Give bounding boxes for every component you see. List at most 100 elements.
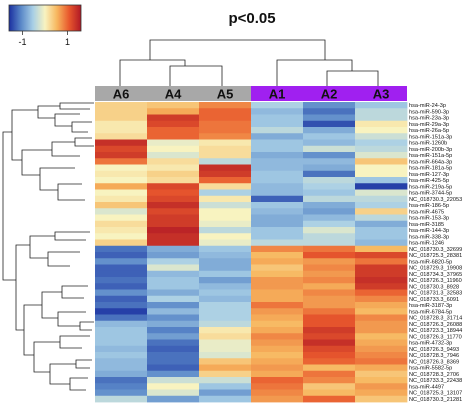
- heatmap-cell: [355, 158, 408, 165]
- heatmap-cell: [355, 270, 408, 278]
- row-label: NC_018726.3_11960: [409, 278, 462, 284]
- heatmap-cell: [251, 339, 304, 347]
- heatmap-cell: [147, 239, 200, 247]
- row-label: NC_018728.3_7946: [409, 353, 459, 359]
- heatmap-cell: [355, 289, 408, 297]
- heatmap-cell: [95, 339, 148, 347]
- heatmap-cell: [251, 389, 304, 397]
- heatmap-cell: [147, 377, 200, 384]
- heatmap-cell: [251, 158, 304, 165]
- heatmap-cell: [95, 333, 148, 340]
- heatmap-cell: [147, 220, 200, 228]
- row-label: hsa-miR-1260b: [409, 141, 447, 147]
- heatmap-cell: [95, 277, 148, 284]
- heatmap-cell: [95, 345, 148, 353]
- heatmap-cell: [303, 383, 356, 390]
- heatmap-cell: [303, 183, 356, 190]
- heatmap-cell: [303, 195, 356, 203]
- heatmap-cell: [95, 120, 148, 128]
- column-label: A3: [373, 87, 390, 102]
- row-label: NC_018733.3_22438: [409, 378, 462, 384]
- heatmap-cell: [95, 164, 148, 172]
- heatmap-cell: [303, 152, 356, 159]
- heatmap-cell: [199, 320, 252, 328]
- row-label: hsa-miR-151a-3p: [409, 134, 452, 140]
- heatmap-cell: [251, 195, 304, 203]
- column-dendrogram-right-inner: [326, 70, 379, 86]
- heatmap-cell: [95, 239, 148, 247]
- heatmap-cell: [303, 214, 356, 222]
- heatmap-cell: [303, 258, 356, 265]
- heatmap-cell: [251, 208, 304, 215]
- heatmap-cell: [199, 170, 252, 178]
- heatmap-cell: [199, 383, 252, 390]
- heatmap-cell: [251, 170, 304, 178]
- heatmap-cell: [199, 152, 252, 159]
- heatmap-cell: [95, 170, 148, 178]
- heatmap-cell: [251, 233, 304, 240]
- heatmap-cell: [303, 227, 356, 234]
- heatmap-cell: [251, 289, 304, 297]
- heatmap-cell: [199, 139, 252, 147]
- heatmap-cell: [251, 127, 304, 134]
- heatmap-cell: [251, 358, 304, 365]
- heatmap-cell: [147, 289, 200, 297]
- heatmap-cell: [251, 183, 304, 190]
- heatmap-cell: [303, 277, 356, 284]
- row-label: hsa-miR-4732-3p: [409, 341, 452, 347]
- heatmap-cell: [95, 258, 148, 265]
- heatmap-cell: [147, 302, 200, 309]
- row-label: hsa-miR-144-3p: [409, 228, 449, 234]
- heatmap-cell: [303, 302, 356, 309]
- row-label: hsa-miR-6784-5p: [409, 309, 452, 315]
- column-group-bar: [95, 86, 251, 101]
- heatmap-cell: [303, 283, 356, 290]
- heatmap-cell: [147, 364, 200, 372]
- heatmap-cell: [147, 227, 200, 234]
- heatmap-cell: [355, 208, 408, 215]
- heatmap-cell: [355, 195, 408, 203]
- color-key: -1 1: [8, 4, 82, 47]
- heatmap-cell: [355, 383, 408, 390]
- heatmap-cell: [303, 233, 356, 240]
- heatmap-cell: [147, 114, 200, 122]
- row-dendrogram-upper-leaves: [37, 102, 94, 157]
- row-label: NC_018730.3_22053: [409, 197, 462, 203]
- heatmap-cell: [147, 127, 200, 134]
- heatmap-cell: [199, 208, 252, 215]
- heatmap-cell: [303, 352, 356, 359]
- column-label: A1: [269, 87, 286, 102]
- heatmap-cell: [303, 358, 356, 365]
- heatmap-cell: [199, 183, 252, 190]
- heatmap-cell: [147, 370, 200, 378]
- heatmap-cell: [303, 339, 356, 347]
- heatmap-cell: [199, 295, 252, 303]
- heatmap-cell: [303, 120, 356, 128]
- heatmap-cell: [251, 202, 304, 209]
- row-label: hsa-miR-4497: [409, 384, 444, 390]
- row-label: NC_018730.3_32699: [409, 247, 462, 253]
- heatmap-cell: [251, 283, 304, 290]
- heatmap-cell: [199, 258, 252, 265]
- heatmap-cell: [147, 308, 200, 315]
- heatmap-cell: [95, 389, 148, 397]
- row-label: NC_018725.3_13107: [409, 391, 462, 397]
- heatmap-cell: [95, 233, 148, 240]
- heatmap-cell: [303, 208, 356, 215]
- heatmap-cell: [147, 358, 200, 365]
- heatmap-cell: [251, 308, 304, 315]
- heatmap-cell: [251, 189, 304, 197]
- row-label: hsa-miR-151a-5p: [409, 153, 452, 159]
- heatmap-cell: [95, 270, 148, 278]
- column-label: A5: [217, 87, 234, 102]
- row-label: hsa-miR-26a-5p: [409, 128, 449, 134]
- row-label: NC_018726.3_26088: [409, 322, 462, 328]
- heatmap-cell: [303, 308, 356, 315]
- heatmap-cell: [147, 270, 200, 278]
- heatmap-cell: [95, 227, 148, 234]
- heatmap-cell: [251, 227, 304, 234]
- heatmap-cell: [147, 102, 200, 109]
- heatmap-cell: [251, 214, 304, 222]
- heatmap-cell: [303, 189, 356, 197]
- heatmap-cell: [303, 395, 356, 403]
